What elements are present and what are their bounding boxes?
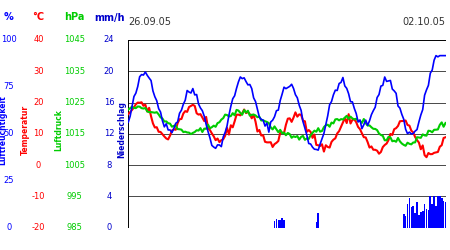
Text: 26.09.05: 26.09.05 [128, 17, 171, 27]
Bar [403, 214, 405, 228]
Bar [275, 219, 277, 228]
Text: 0: 0 [106, 223, 112, 232]
Text: mm/h: mm/h [94, 12, 124, 22]
Text: 1035: 1035 [64, 67, 85, 76]
Text: Luftfeuchtigkeit: Luftfeuchtigkeit [0, 95, 8, 165]
Bar [428, 210, 429, 228]
Bar [407, 204, 408, 228]
Text: hPa: hPa [64, 12, 85, 22]
Text: 1025: 1025 [64, 98, 85, 107]
Text: Temperatur: Temperatur [21, 105, 30, 155]
Bar [409, 198, 410, 228]
Bar [420, 212, 422, 228]
Text: 12: 12 [104, 129, 114, 138]
Text: Luftdruck: Luftdruck [54, 109, 63, 151]
Text: 1005: 1005 [64, 160, 85, 170]
Text: 100: 100 [1, 36, 17, 44]
Text: 30: 30 [33, 67, 44, 76]
Bar [439, 196, 441, 228]
Bar [414, 213, 416, 228]
Text: 8: 8 [106, 160, 112, 170]
Bar [416, 202, 418, 228]
Bar [435, 206, 437, 228]
Text: 50: 50 [4, 129, 14, 138]
Bar [317, 213, 319, 228]
Bar [278, 220, 279, 228]
Text: 995: 995 [67, 192, 82, 201]
Bar [405, 216, 406, 228]
Bar [315, 222, 317, 228]
Bar [443, 201, 445, 228]
Text: Niederschlag: Niederschlag [117, 102, 126, 158]
Text: 40: 40 [33, 36, 44, 44]
Bar [281, 218, 283, 228]
Text: 1015: 1015 [64, 129, 85, 138]
Bar [432, 204, 433, 228]
Bar [274, 220, 275, 228]
Text: 75: 75 [4, 82, 14, 91]
Text: %: % [4, 12, 14, 22]
Bar [429, 196, 431, 228]
Text: 985: 985 [67, 223, 82, 232]
Bar [433, 196, 435, 228]
Text: 20: 20 [33, 98, 44, 107]
Bar [424, 204, 425, 228]
Bar [441, 198, 442, 228]
Bar [410, 207, 412, 228]
Bar [283, 220, 285, 228]
Bar [279, 220, 281, 228]
Text: 24: 24 [104, 36, 114, 44]
Text: 02.10.05: 02.10.05 [402, 17, 446, 27]
Text: °C: °C [32, 12, 45, 22]
Bar [437, 196, 439, 228]
Bar [422, 211, 423, 228]
Text: 25: 25 [4, 176, 14, 185]
Text: -10: -10 [32, 192, 45, 201]
Bar [426, 209, 428, 228]
Text: 10: 10 [33, 129, 44, 138]
Text: 4: 4 [106, 192, 112, 201]
Text: 20: 20 [104, 67, 114, 76]
Bar [412, 206, 414, 228]
Bar [418, 215, 420, 228]
Text: 0: 0 [36, 160, 41, 170]
Text: 0: 0 [6, 223, 12, 232]
Text: 16: 16 [104, 98, 114, 107]
Text: -20: -20 [32, 223, 45, 232]
Text: 1045: 1045 [64, 36, 85, 44]
Bar [445, 202, 446, 228]
